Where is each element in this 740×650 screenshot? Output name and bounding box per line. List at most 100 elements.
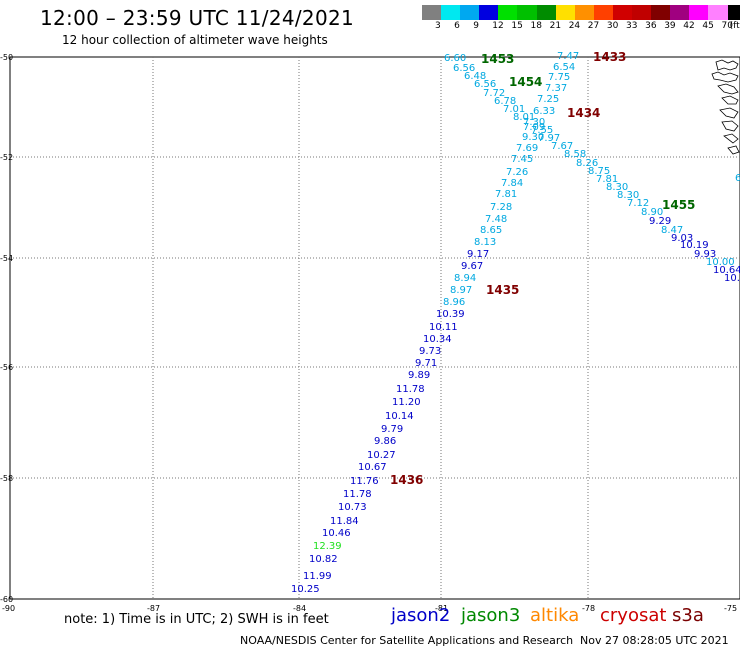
lat-tick-label: -52 bbox=[0, 153, 13, 162]
wave-height-label: 7.72 bbox=[483, 88, 505, 99]
legend-swatch bbox=[498, 5, 518, 20]
wave-height-label: 8.30 bbox=[606, 182, 628, 193]
wave-height-label: 11.20 bbox=[392, 397, 421, 408]
legend-label: 45 bbox=[702, 21, 714, 31]
wave-height-label: 6 bbox=[735, 173, 740, 184]
coastline bbox=[727, 145, 740, 155]
wave-height-label: 10.19 bbox=[680, 240, 709, 251]
map-subtitle: 12 hour collection of altimeter wave hei… bbox=[62, 33, 328, 47]
wave-height-label: 8.01 bbox=[513, 112, 535, 123]
wave-height-label: 8.97 bbox=[450, 285, 472, 296]
legend-label: 18 bbox=[530, 21, 542, 31]
wave-height-label: 8.26 bbox=[576, 158, 598, 169]
wave-height-label: 9.17 bbox=[467, 249, 489, 260]
wave-height-label: 10.27 bbox=[367, 450, 396, 461]
coastline bbox=[711, 71, 739, 83]
wave-height-label: 7.09 bbox=[523, 122, 545, 133]
wave-height-label: 10.82 bbox=[309, 554, 338, 565]
legend-swatch bbox=[479, 5, 499, 20]
wave-height-label: 10.00 bbox=[706, 257, 735, 268]
wave-height-label: 9.03 bbox=[671, 233, 693, 244]
legend-label: 42 bbox=[683, 21, 695, 31]
coastline bbox=[715, 59, 739, 71]
legend-label: 24 bbox=[568, 21, 581, 31]
legend-label: 39 bbox=[664, 21, 676, 31]
legend-label: 36 bbox=[645, 21, 657, 31]
legend-swatch bbox=[651, 5, 671, 20]
wave-height-label: 7.75 bbox=[548, 72, 570, 83]
wave-height-label: 7.26 bbox=[506, 167, 528, 178]
legend-label: 30 bbox=[606, 21, 619, 31]
lat-tick-label: -60 bbox=[0, 595, 13, 604]
wave-height-label: 7.81 bbox=[495, 189, 517, 200]
wave-height-label: 11.76 bbox=[350, 476, 379, 487]
legend-swatch bbox=[441, 5, 461, 20]
lat-tick-label: -50 bbox=[0, 53, 13, 62]
pass-time-label: 1435 bbox=[486, 283, 519, 297]
wave-height-label: 7.25 bbox=[537, 94, 559, 105]
legend-swatch bbox=[689, 5, 709, 20]
legend-swatch bbox=[517, 5, 537, 20]
wave-height-label: 10.67 bbox=[358, 462, 387, 473]
wave-height-label: 9.29 bbox=[649, 216, 671, 227]
legend-swatch bbox=[555, 5, 575, 20]
wave-height-label: 6.48 bbox=[464, 71, 486, 82]
wave-height-label: 7.01 bbox=[503, 104, 525, 115]
wave-height-label: 7.81 bbox=[596, 174, 618, 185]
wave-height-label: 8.75 bbox=[588, 166, 610, 177]
legend-label: (ft) bbox=[729, 21, 740, 31]
wave-height-label: 11.78 bbox=[343, 489, 372, 500]
wave-height-label: 7.28 bbox=[490, 202, 512, 213]
map-title: 12:00 – 23:59 UTC 11/24/2021 bbox=[40, 6, 355, 30]
lon-tick-label: -87 bbox=[147, 604, 160, 613]
wave-height-label: 8.30 bbox=[617, 190, 639, 201]
legend-label: 3 bbox=[435, 21, 441, 31]
color-scale-legend bbox=[422, 5, 740, 20]
wave-height-label: 10.11 bbox=[429, 322, 458, 333]
coastline bbox=[717, 83, 739, 95]
lon-tick-label: -84 bbox=[293, 604, 306, 613]
wave-height-label: 9.71 bbox=[415, 358, 437, 369]
lon-tick-label: -78 bbox=[582, 604, 595, 613]
lat-tick-label: -54 bbox=[0, 254, 13, 263]
legend-label: 6 bbox=[454, 21, 460, 31]
pass-time-label: 1453 bbox=[481, 52, 514, 66]
satellite-s3a-label: s3a bbox=[672, 605, 704, 626]
credit-text: NOAA/NESDIS Center for Satellite Applica… bbox=[240, 634, 574, 647]
wave-height-label: 10.73 bbox=[338, 502, 367, 513]
map-frame bbox=[9, 56, 740, 600]
satellite-jason2-label: jason2 bbox=[391, 605, 451, 626]
legend-label: 15 bbox=[511, 21, 523, 31]
lat-tick-label: -58 bbox=[0, 474, 13, 483]
pass-time-label: 1434 bbox=[567, 106, 600, 120]
satellite-cryosat-label: cryosat bbox=[600, 605, 667, 626]
wave-height-label: 9.30 bbox=[522, 132, 544, 143]
wave-height-label: 7.97 bbox=[538, 133, 560, 144]
pass-time-label: 1433 bbox=[593, 50, 626, 64]
legend-swatch bbox=[612, 5, 633, 20]
legend-swatch bbox=[593, 5, 613, 20]
wave-height-label: 6.33 bbox=[533, 106, 555, 117]
coastline bbox=[719, 107, 739, 119]
wave-height-label: 8.96 bbox=[443, 297, 465, 308]
pass-time-label: 1454 bbox=[509, 75, 542, 89]
legend-label: 27 bbox=[587, 21, 600, 31]
legend-label: 12 bbox=[492, 21, 504, 31]
wave-height-label: 10.34 bbox=[423, 334, 452, 345]
wave-height-label: 7.48 bbox=[485, 214, 507, 225]
wave-height-label: 6.54 bbox=[553, 62, 575, 73]
legend-label: 70 bbox=[721, 21, 733, 31]
coastline bbox=[723, 133, 739, 144]
wave-height-label: 8.47 bbox=[661, 225, 683, 236]
legend-swatch bbox=[460, 5, 480, 20]
wave-height-label: 7.84 bbox=[501, 178, 523, 189]
wave-height-label: 8.13 bbox=[474, 237, 496, 248]
legend-swatch bbox=[574, 5, 594, 20]
wave-height-label: 10.25 bbox=[291, 584, 320, 595]
wave-height-label: 10.46 bbox=[322, 528, 351, 539]
wave-height-label: 10.39 bbox=[436, 309, 465, 320]
legend-label: 33 bbox=[626, 21, 638, 31]
legend-swatch bbox=[536, 5, 556, 20]
legend-label: 21 bbox=[549, 21, 562, 31]
